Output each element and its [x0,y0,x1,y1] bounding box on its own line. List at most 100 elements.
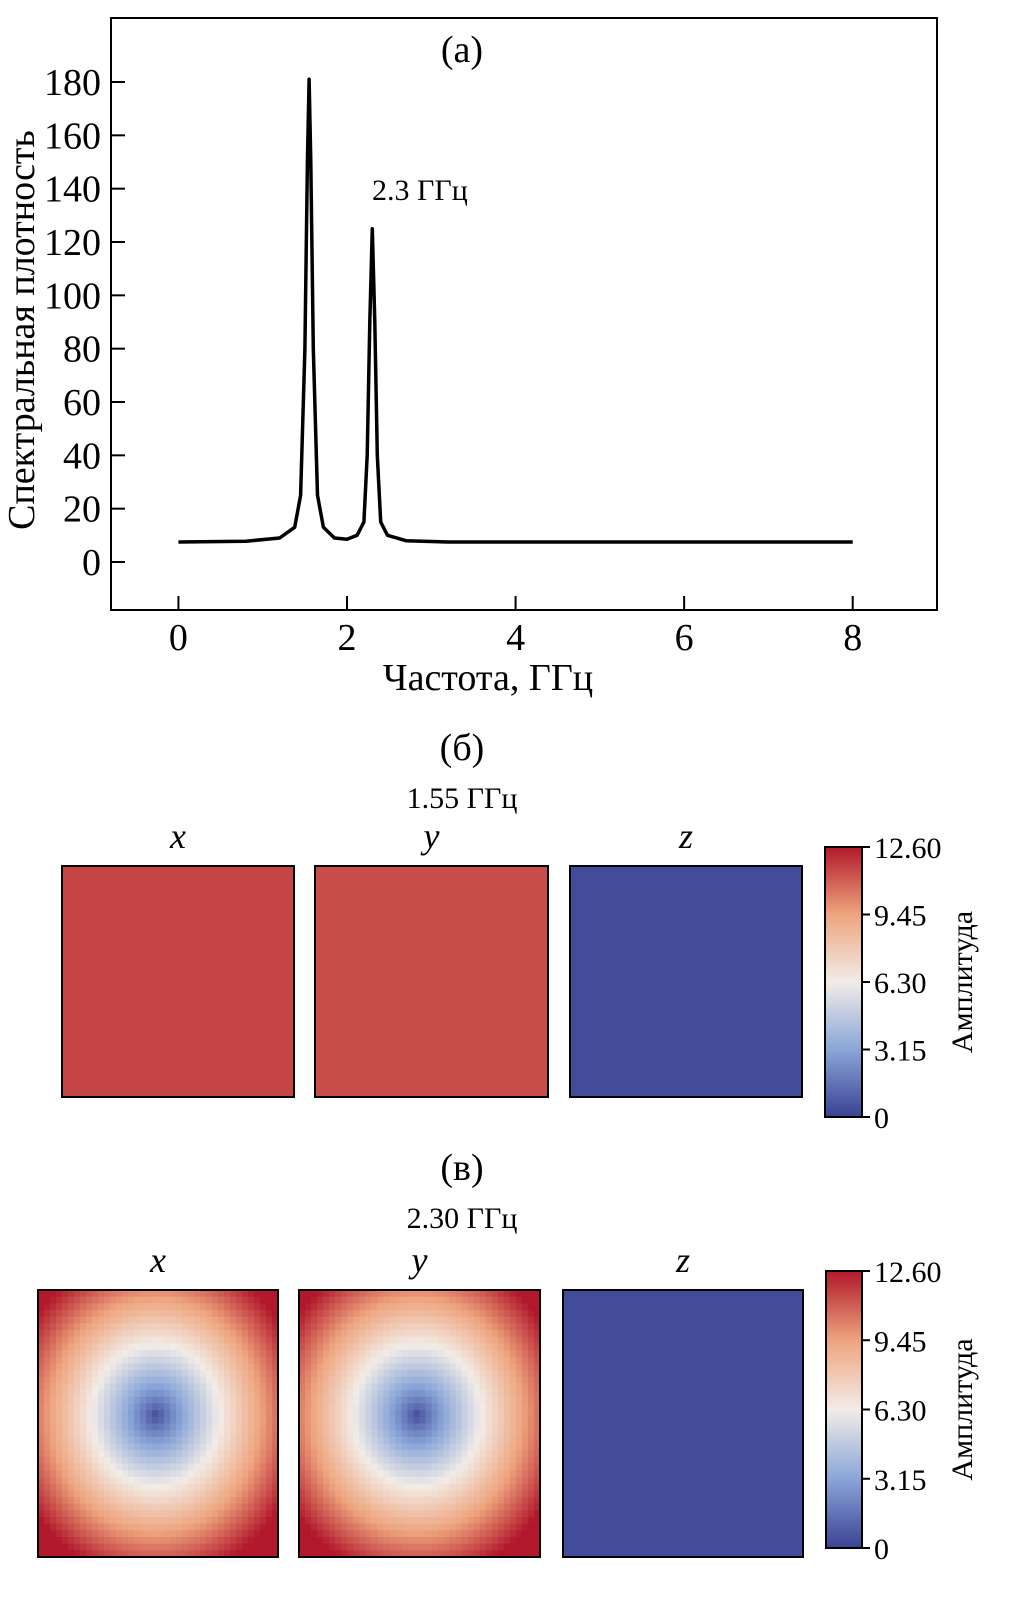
heatmap-cell [170,1496,177,1505]
heatmap-cell [38,1396,45,1405]
heatmap-cell [479,1376,487,1385]
heatmap-cell [497,1436,505,1445]
heatmap-cell [515,1476,523,1485]
heatmap-cell [413,1463,421,1471]
heatmap-cell [449,1370,457,1378]
heatmap-cell [419,1530,427,1538]
heatmap-cell [134,1330,141,1338]
heatmap-cell [122,1330,129,1338]
heatmap-cell [461,1390,469,1398]
heatmap-cell [521,1423,529,1431]
heatmap-cell [116,1470,123,1478]
heatmap-cell [50,1396,57,1405]
heatmap-cell [527,1536,535,1545]
heatmap-cell [431,1436,439,1445]
heatmap-cell [146,1316,153,1324]
heatmap-cell [389,1343,396,1351]
heatmap-cell [74,1323,81,1331]
heatmap-cell [104,1450,111,1458]
heatmap-cell [413,1550,421,1558]
heatmap-cell [473,1330,481,1338]
heatmap-cell [353,1396,360,1405]
heatmap-cell [419,1356,427,1365]
heatmap-cell [38,1516,45,1525]
heatmap-cell [110,1330,117,1338]
heatmap-cell [44,1343,51,1351]
heatmap-cell [383,1496,390,1505]
heatmap-cell [479,1510,487,1518]
heatmap-cell [176,1303,183,1311]
heatmap-cell [383,1390,390,1398]
heatmap-cell [146,1423,153,1431]
heatmap-cell [260,1516,267,1525]
heatmap-cell [38,1523,45,1531]
heatmap-cell [236,1390,243,1398]
heatmap-cell [176,1296,183,1304]
heatmap-cell [182,1450,189,1458]
heatmap-cell [389,1330,396,1338]
heatmap-cell [266,1323,273,1331]
x-tick-label: 6 [675,617,694,659]
heatmap-cell [299,1403,306,1411]
heatmap-cell [242,1383,249,1391]
heatmap-cell [122,1543,129,1551]
heatmap-cell [62,1416,69,1425]
heatmap-cell [365,1390,372,1398]
heatmap-cell [170,1296,177,1304]
heatmap-cell [413,1383,421,1391]
heatmap-cell [371,1456,378,1465]
heatmap-cell [413,1456,421,1465]
heatmap-cell [533,1310,541,1318]
heatmap-cell [140,1543,147,1551]
heatmap-cell [152,1503,159,1511]
heatmap-cell [146,1323,153,1331]
heatmap-cell [152,1356,159,1365]
heatmap-cell [254,1316,261,1324]
spectrum-line [178,77,853,544]
heatmap-cell [266,1330,273,1338]
heatmap-cell [323,1403,330,1411]
heatmap-cell [272,1530,279,1538]
heatmap-cell [80,1496,87,1505]
heatmap-cell [56,1496,63,1505]
heatmap-cell [38,1296,45,1304]
heatmap-cell [62,1303,69,1311]
heatmap-cell [527,1370,535,1378]
heatmap-cell [50,1330,57,1338]
heatmap-cell [134,1516,141,1525]
heatmap-cell [236,1356,243,1365]
heatmap-cell [443,1390,451,1398]
heatmap-cell [86,1303,93,1311]
heatmap-cell [116,1490,123,1498]
heatmap-cell [533,1363,541,1371]
heatmap-cell [347,1543,354,1551]
heatmap-cell [299,1330,306,1338]
heatmap-cell [176,1383,183,1391]
heatmap-cell [164,1430,171,1438]
heatmap-cell [389,1303,396,1311]
heatmap-cell [62,1296,69,1304]
heatmap-cell [509,1523,517,1531]
heatmap-cell [347,1523,354,1531]
heatmap-cell [206,1470,213,1478]
heatmap-cell [200,1343,207,1351]
heatmap-cell [266,1396,273,1405]
heatmap-cell [200,1450,207,1458]
heatmap-cell [38,1370,45,1378]
heatmap-cell [110,1550,117,1558]
heatmap-y [298,1289,541,1558]
heatmap-cell [266,1496,273,1505]
heatmap-cell [449,1356,457,1365]
heatmap-cell [152,1416,159,1425]
heatmap-cell [272,1356,279,1365]
heatmap-cell [188,1323,195,1331]
heatmap-cell [401,1390,409,1398]
heatmap-cell [377,1410,384,1418]
heatmap-cell [311,1496,318,1505]
heatmap-cell [266,1403,273,1411]
heatmap-cell [383,1403,390,1411]
heatmap-cell [224,1423,231,1431]
heatmap-cell [443,1383,451,1391]
heatmap-cell [389,1356,396,1365]
heatmap-cell [200,1336,207,1344]
